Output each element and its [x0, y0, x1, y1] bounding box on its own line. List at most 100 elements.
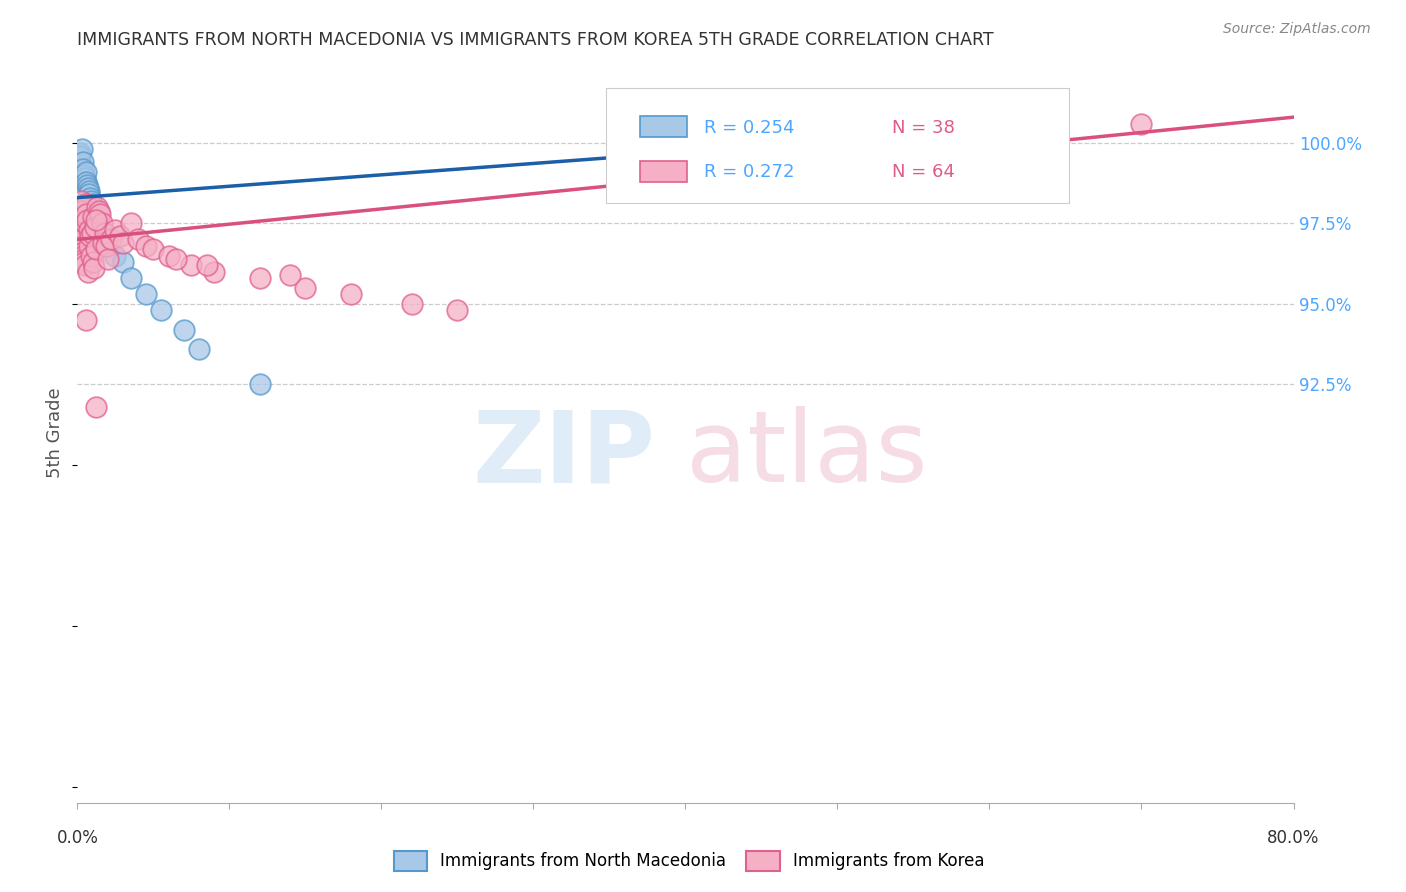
- FancyBboxPatch shape: [640, 117, 686, 137]
- Point: [79, 187, 101, 202]
- Point: [82, 210, 104, 224]
- Point: [82, 203, 104, 218]
- Point: [84, 400, 107, 414]
- Point: [69, 194, 91, 208]
- Point: [67, 207, 90, 221]
- Point: [70, 229, 93, 244]
- Point: [80, 226, 103, 240]
- Text: atlas: atlas: [686, 407, 928, 503]
- Point: [86, 216, 108, 230]
- Point: [89, 207, 111, 221]
- Point: [75, 197, 97, 211]
- Text: Source: ZipAtlas.com: Source: ZipAtlas.com: [1223, 22, 1371, 37]
- Point: [83, 207, 105, 221]
- Point: [294, 281, 316, 295]
- Point: [73, 168, 96, 182]
- Point: [97, 252, 120, 266]
- Point: [90, 216, 112, 230]
- FancyBboxPatch shape: [606, 88, 1069, 203]
- Point: [82, 200, 104, 214]
- Point: [80, 194, 103, 208]
- Point: [84, 213, 107, 227]
- Point: [69, 149, 91, 163]
- Point: [83, 210, 105, 224]
- Point: [83, 219, 105, 234]
- Point: [1130, 117, 1153, 131]
- Point: [135, 239, 157, 253]
- Point: [73, 171, 96, 186]
- Point: [249, 377, 271, 392]
- Point: [401, 297, 423, 311]
- Y-axis label: 5th Grade: 5th Grade: [46, 387, 65, 478]
- Point: [79, 191, 101, 205]
- Point: [76, 178, 98, 192]
- Point: [72, 249, 94, 263]
- Point: [69, 210, 91, 224]
- Point: [77, 181, 100, 195]
- Text: IMMIGRANTS FROM NORTH MACEDONIA VS IMMIGRANTS FROM KOREA 5TH GRADE CORRELATION C: IMMIGRANTS FROM NORTH MACEDONIA VS IMMIG…: [77, 31, 994, 49]
- Point: [79, 239, 101, 253]
- Point: [87, 223, 110, 237]
- Point: [73, 258, 96, 272]
- Point: [80, 249, 103, 263]
- Point: [82, 255, 104, 269]
- Point: [135, 287, 157, 301]
- Point: [70, 232, 93, 246]
- Point: [108, 229, 131, 244]
- Point: [70, 226, 93, 240]
- Text: ZIP: ZIP: [472, 407, 655, 503]
- Point: [80, 197, 103, 211]
- Point: [67, 216, 90, 230]
- Point: [157, 249, 180, 263]
- Point: [93, 226, 115, 240]
- Point: [104, 223, 127, 237]
- Point: [195, 258, 218, 272]
- Point: [70, 158, 93, 172]
- FancyBboxPatch shape: [640, 161, 686, 182]
- Point: [165, 252, 187, 266]
- Point: [67, 213, 90, 227]
- Point: [77, 184, 100, 198]
- Point: [249, 271, 271, 285]
- Point: [89, 226, 111, 240]
- Text: R = 0.272: R = 0.272: [703, 163, 794, 181]
- Point: [70, 203, 93, 218]
- Point: [72, 161, 94, 176]
- Point: [84, 242, 107, 256]
- Text: 0.0%: 0.0%: [56, 829, 98, 847]
- Point: [100, 232, 122, 246]
- Point: [86, 200, 108, 214]
- Point: [73, 252, 96, 266]
- Point: [72, 239, 94, 253]
- Point: [104, 249, 127, 263]
- Point: [446, 303, 468, 318]
- Point: [120, 216, 142, 230]
- Legend: Immigrants from North Macedonia, Immigrants from Korea: Immigrants from North Macedonia, Immigra…: [385, 842, 993, 880]
- Point: [75, 207, 97, 221]
- Point: [90, 229, 112, 244]
- Point: [86, 213, 108, 227]
- Point: [142, 242, 165, 256]
- Point: [149, 303, 172, 318]
- Point: [188, 342, 211, 356]
- Point: [96, 239, 118, 253]
- Point: [69, 223, 91, 237]
- Point: [173, 323, 195, 337]
- Point: [67, 219, 90, 234]
- Point: [77, 265, 100, 279]
- Point: [79, 229, 101, 244]
- Text: 80.0%: 80.0%: [1267, 829, 1320, 847]
- Point: [979, 123, 1001, 137]
- Text: R = 0.254: R = 0.254: [703, 119, 794, 136]
- Point: [93, 232, 115, 246]
- Point: [72, 155, 94, 169]
- Point: [91, 235, 114, 250]
- Point: [202, 265, 225, 279]
- Point: [120, 271, 142, 285]
- Point: [111, 255, 134, 269]
- Point: [73, 255, 96, 269]
- Text: N = 64: N = 64: [893, 163, 955, 181]
- Point: [127, 232, 149, 246]
- Point: [69, 145, 91, 160]
- Point: [69, 200, 91, 214]
